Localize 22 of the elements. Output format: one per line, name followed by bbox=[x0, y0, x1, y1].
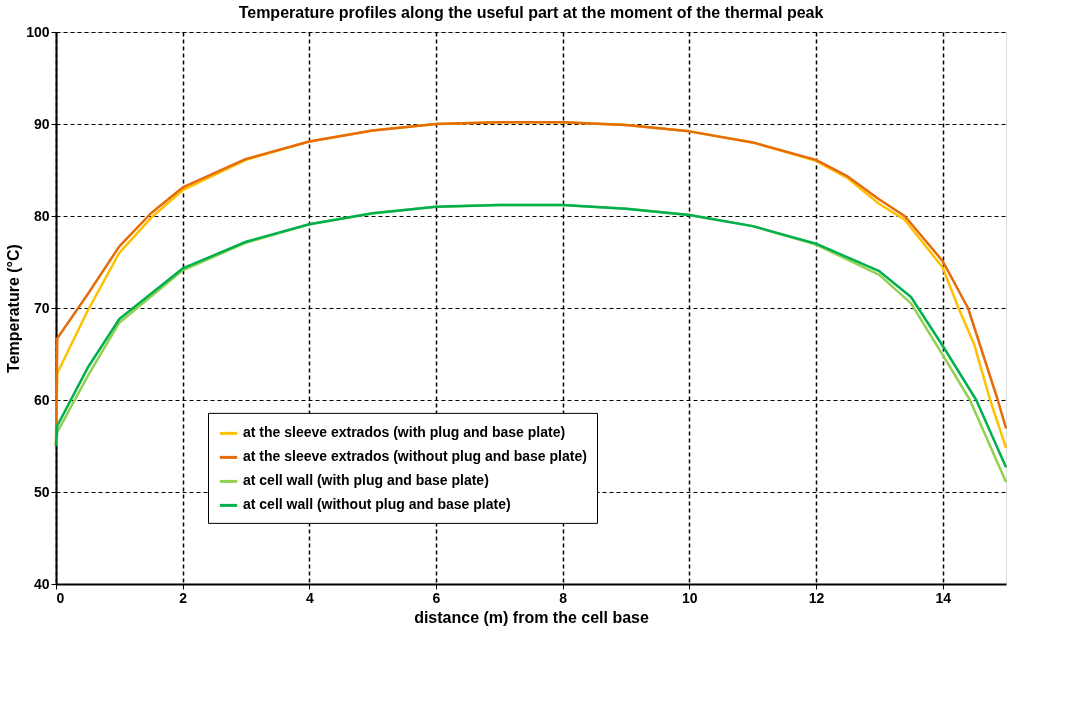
x-axis-title: distance (m) from the cell base bbox=[414, 608, 649, 626]
legend-label: at the sleeve extrados (without plug and base plate) bbox=[243, 448, 587, 465]
y-tick-label: 50 bbox=[33, 483, 50, 500]
x-tick-label: 6 bbox=[432, 589, 441, 606]
y-tick-label: 100 bbox=[26, 23, 50, 40]
x-tick-label: 2 bbox=[179, 589, 188, 606]
y-tick-label: 40 bbox=[33, 575, 50, 592]
y-tick-label: 60 bbox=[33, 391, 50, 408]
y-tick-label: 80 bbox=[33, 207, 50, 224]
x-tick-label: 8 bbox=[559, 589, 568, 606]
y-tick-label: 70 bbox=[33, 299, 50, 316]
chart-title: Temperature profiles along the useful part at the moment of the thermal peak bbox=[238, 4, 824, 21]
x-tick-label: 4 bbox=[305, 589, 314, 606]
legend-label: at the sleeve extrados (with plug and base plate) bbox=[243, 424, 566, 441]
y-tick-label: 90 bbox=[33, 115, 50, 132]
x-tick-label: 14 bbox=[935, 589, 952, 606]
y-axis-title: Temperature (°C) bbox=[5, 244, 23, 373]
x-tick-label: 12 bbox=[808, 589, 825, 606]
x-tick-label: 10 bbox=[682, 589, 698, 606]
x-tick-label: 0 bbox=[56, 589, 65, 606]
legend-label: at cell wall (with plug and base plate) bbox=[243, 472, 489, 489]
legend-label: at cell wall (without plug and base plate) bbox=[243, 496, 511, 513]
